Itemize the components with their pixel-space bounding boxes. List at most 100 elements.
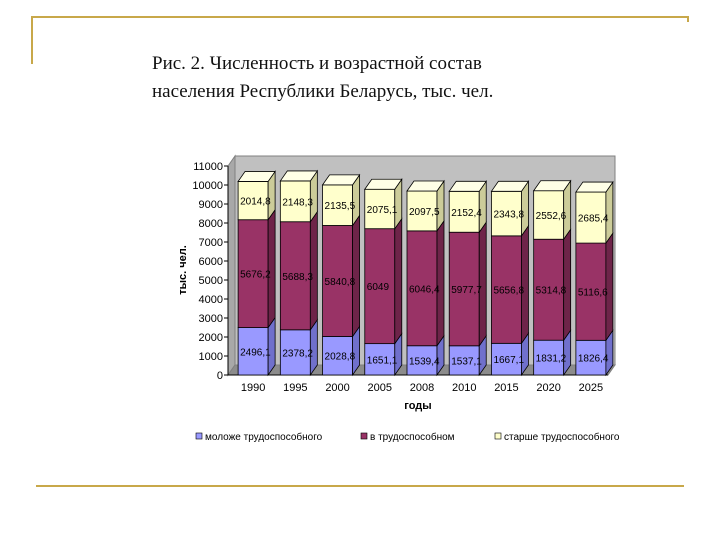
- bar-segment: [364, 343, 396, 376]
- y-tick-label: 1000: [199, 351, 223, 363]
- bar-segment: [406, 190, 438, 232]
- bar-segment: [237, 327, 269, 376]
- bar-data-label: 6049: [367, 282, 390, 293]
- x-axis-title: годы: [404, 400, 431, 412]
- bar-data-label: 5116,6: [578, 288, 608, 299]
- bar-segment: [533, 190, 565, 240]
- bar-top-face: [321, 174, 361, 186]
- bar-data-label: 5977,7: [451, 285, 482, 296]
- y-tick-label: 3000: [199, 313, 223, 325]
- bar-top-face: [364, 178, 403, 190]
- bar-segment-side: [394, 217, 403, 345]
- x-tick-label: 2025: [579, 382, 603, 394]
- legend-swatch: [195, 432, 203, 440]
- frame-right-tick: [687, 16, 689, 22]
- bar-segment-side: [436, 219, 445, 348]
- y-tick-label: 9000: [199, 199, 223, 211]
- y-axis-title: тыс. чел.: [177, 245, 189, 295]
- bar-data-label: 1539,4: [409, 356, 440, 367]
- x-tick-label: 2000: [325, 382, 349, 394]
- x-tick-label: 1995: [283, 382, 307, 394]
- y-tick-label: 5000: [199, 275, 223, 287]
- bar-data-label: 6046,4: [409, 284, 440, 295]
- y-tick-label: 8000: [199, 218, 223, 230]
- x-tick-label: 2015: [494, 382, 518, 394]
- bar-segment: [364, 228, 396, 345]
- bar-segment: [575, 242, 607, 341]
- bar-data-label: 2028,8: [325, 352, 356, 363]
- y-tick-label: 11000: [193, 161, 223, 173]
- frame-top-line: [31, 16, 689, 18]
- bar-data-label: 2378,2: [282, 348, 313, 359]
- y-tick-label: 2000: [199, 332, 223, 344]
- bar-data-label: 2075,1: [367, 205, 398, 216]
- bar-data-label: 2685,4: [578, 214, 609, 225]
- bar-data-label: 1831,2: [536, 354, 567, 365]
- x-tick-label: 2020: [536, 382, 560, 394]
- bar-data-label: 5676,2: [240, 270, 271, 281]
- bar-segment: [406, 230, 438, 347]
- bar-data-label: 2148,3: [282, 197, 313, 208]
- bar-data-label: 2135,5: [325, 201, 356, 212]
- bar-top-face: [279, 170, 319, 182]
- bar-data-label: 5656,8: [493, 286, 524, 297]
- bar-data-label: 5314,8: [536, 286, 567, 297]
- frame-bottom-line: [36, 485, 684, 487]
- bar-data-label: 2097,5: [409, 207, 440, 218]
- y-tick-label: 7000: [199, 237, 223, 249]
- x-tick-label: 2008: [410, 382, 434, 394]
- bar-segment: [448, 190, 480, 233]
- legend-label: моложе трудоспособного: [205, 431, 323, 443]
- bar-top-face: [490, 180, 530, 192]
- y-tick-label: 0: [217, 370, 223, 382]
- x-tick-label: 1990: [241, 382, 265, 394]
- bar-segment: [406, 345, 438, 376]
- bar-data-label: 1651,1: [367, 355, 398, 366]
- frame-left-line: [31, 16, 33, 64]
- bar-data-label: 5688,3: [282, 272, 313, 283]
- y-tick-label: 6000: [199, 256, 223, 268]
- bar-segment: [448, 231, 480, 347]
- legend-swatch: [360, 432, 368, 440]
- bar-segment-side: [267, 208, 276, 329]
- legend-label: в трудоспособном: [370, 431, 455, 443]
- bar-data-label: 2014,8: [240, 197, 271, 208]
- legend-label: старше трудоспособного: [504, 431, 620, 443]
- bar-segment-side: [521, 224, 529, 345]
- bar-segment: [237, 219, 269, 328]
- bar-data-label: 2343,8: [493, 210, 524, 221]
- x-tick-label: 2005: [368, 382, 392, 394]
- bar-segment: [322, 225, 353, 337]
- bar-segment-side: [605, 231, 614, 342]
- bar-segment: [322, 184, 353, 226]
- bar-data-label: 1826,4: [578, 354, 609, 365]
- x-tick-label: 2010: [452, 382, 476, 394]
- bar-segment: [279, 221, 311, 331]
- bar-top-face: [237, 171, 276, 182]
- bar-top-face: [532, 180, 572, 192]
- bar-segment-side: [478, 220, 487, 348]
- bar-data-label: 5840,8: [325, 277, 356, 288]
- bar-data-label: 2496,1: [240, 347, 271, 358]
- y-tick-label: 4000: [199, 294, 223, 306]
- bar-segment: [364, 188, 396, 230]
- bar-segment: [491, 190, 522, 237]
- slide-title-line-2: населения Республики Беларусь, тыс. чел.: [152, 81, 494, 102]
- slide-title: Рис. 2. Численность и возрастной состав …: [152, 50, 672, 106]
- slide-title-line-1: Рис. 2. Численность и возрастной состав: [152, 53, 482, 74]
- bar-segment-side: [352, 214, 360, 338]
- y-tick-label: 10000: [192, 180, 223, 192]
- bar-data-label: 1667,1: [493, 355, 524, 366]
- bar-data-label: 2552,6: [536, 211, 567, 222]
- legend-swatch: [494, 432, 502, 440]
- bar-segment-side: [563, 227, 572, 342]
- bar-top-face: [575, 181, 614, 193]
- bar-data-label: 2152,4: [451, 208, 482, 219]
- bar-segment: [491, 235, 522, 344]
- bar-top-face: [406, 180, 445, 192]
- chart-side-wall: [227, 154, 236, 377]
- bar-data-label: 1537,1: [451, 356, 482, 367]
- bar-segment-side: [309, 210, 318, 332]
- bar-top-face: [448, 180, 487, 192]
